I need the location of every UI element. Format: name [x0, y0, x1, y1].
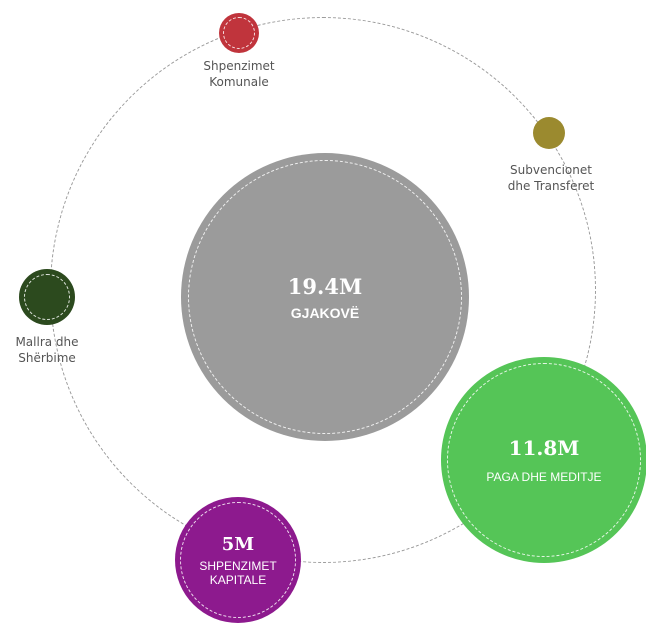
- kapitale-label-line1: SHPENZIMET: [199, 558, 277, 573]
- bubble-inner-ring: [447, 363, 641, 557]
- paga-label: PAGA DHE MEDITJE: [486, 470, 602, 484]
- bubble-mallra-dhe-sherbime[interactable]: [19, 269, 75, 325]
- kapitale-label-line2: KAPITALE: [209, 572, 267, 587]
- bubble-shpenzimet-kapitale[interactable]: 5M SHPENZIMET KAPITALE: [175, 497, 301, 623]
- caption-mallra-dhe-sherbime: Mallra dhe Shërbime: [0, 334, 94, 366]
- caption-line: Shpenzimet: [203, 59, 275, 73]
- bubble-shpenzimet-komunale[interactable]: [219, 13, 259, 53]
- center-bubble-total[interactable]: 19.4M GJAKOVË: [181, 153, 469, 441]
- kapitale-amount: 5M: [221, 533, 255, 555]
- bubble-inner-ring: [223, 17, 255, 49]
- bubble-inner-ring: [180, 502, 296, 618]
- caption-line: Subvencionet: [510, 163, 592, 177]
- bubble-inner-ring: [24, 274, 70, 320]
- bubble-paga-dhe-meditje[interactable]: 11.8M PAGA DHE MEDITJE: [441, 357, 646, 563]
- caption-line: dhe Transferet: [507, 179, 595, 193]
- paga-amount: 11.8M: [508, 436, 580, 460]
- center-label: GJAKOVË: [290, 304, 360, 321]
- caption-line: Shërbime: [18, 351, 76, 365]
- bubble-subvencionet-dhe-transferet[interactable]: [533, 117, 565, 149]
- caption-shpenzimet-komunale: Shpenzimet Komunale: [180, 58, 298, 90]
- caption-subvencionet-dhe-transferet: Subvencionet dhe Transferet: [488, 162, 614, 194]
- center-amount: 19.4M: [287, 273, 363, 299]
- center-bubble-inner-ring: [188, 160, 462, 434]
- caption-line: Mallra dhe: [15, 335, 79, 349]
- caption-line: Komunale: [209, 75, 269, 89]
